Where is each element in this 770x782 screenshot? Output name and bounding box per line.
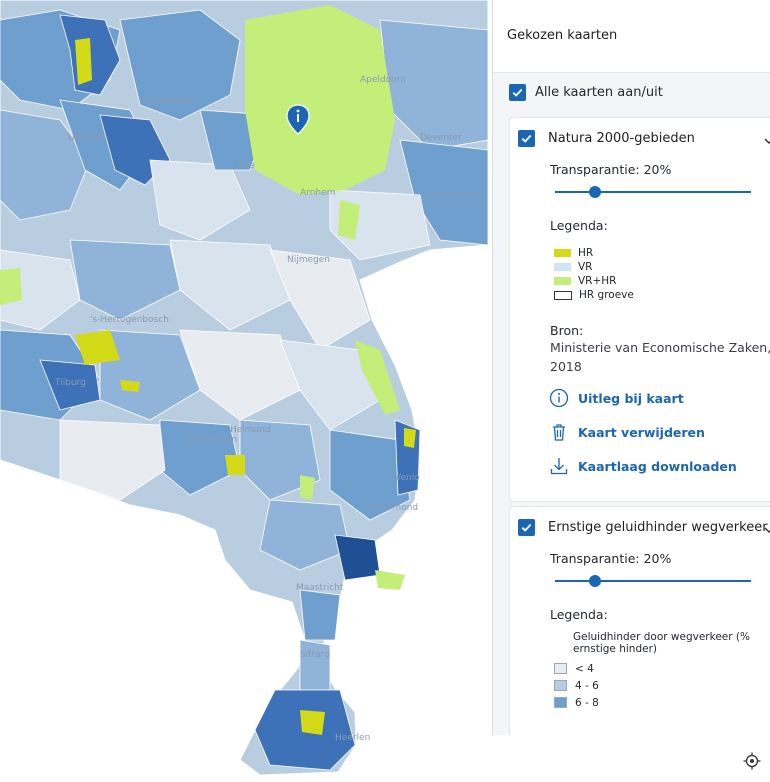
trash-icon — [553, 424, 565, 441]
legend-item: HR — [554, 246, 634, 260]
legend-heading: Legenda: — [550, 607, 608, 622]
checkbox-checked-icon[interactable] — [518, 519, 535, 536]
slider-handle[interactable] — [589, 186, 601, 198]
layer-title: Ernstige geluidhinder wegverkeer — [548, 520, 768, 535]
svg-text:Deventer: Deventer — [420, 133, 462, 143]
legend-item: VR — [554, 260, 634, 274]
legend-item: VR+HR — [554, 274, 634, 288]
svg-text:Tilburg: Tilburg — [54, 378, 86, 388]
layer-header[interactable]: Natura 2000-gebieden — [518, 130, 695, 147]
legend-swatch — [554, 697, 567, 708]
chosen-maps-panel: Gekozen kaarten Alle kaarten aan/uit Nat… — [492, 0, 770, 735]
svg-text:Heerlen: Heerlen — [335, 733, 370, 743]
legend-swatch — [554, 263, 571, 271]
layer-header[interactable]: Ernstige geluidhinder wegverkeer — [518, 519, 768, 536]
svg-text:Amersfoort: Amersfoort — [146, 96, 197, 106]
layer-title: Natura 2000-gebieden — [548, 131, 695, 146]
download-icon — [550, 458, 568, 475]
legend-swatch — [554, 663, 567, 674]
crosshair-icon — [743, 752, 761, 770]
legend-item: 6 - 8 — [554, 694, 599, 711]
legend-swatch — [554, 249, 571, 257]
legend-swatch — [554, 680, 567, 691]
legend-item: < 4 — [554, 660, 599, 677]
svg-text:Arnhem: Arnhem — [300, 188, 335, 198]
locate-me-button[interactable] — [736, 745, 768, 777]
chevron-down-icon[interactable] — [764, 136, 770, 146]
svg-text:Doetinchem: Doetinchem — [425, 191, 480, 201]
source-heading: Bron: — [550, 323, 584, 338]
svg-text:Venlo: Venlo — [395, 473, 420, 483]
explain-map-link[interactable]: Uitleg bij kaart — [549, 388, 684, 408]
download-layer-button[interactable]: Kaartlaag downloaden — [549, 456, 737, 476]
svg-text:Apeldoorn: Apeldoorn — [360, 75, 406, 85]
legend-list: HR VR VR+HR HR groeve — [554, 246, 634, 302]
transparency-label: Transparantie: 20% — [550, 162, 672, 177]
svg-text:Maastricht: Maastricht — [296, 583, 344, 593]
map-place-labels: Amersfoort Utrecht Apeldoorn Deventer Ed… — [54, 75, 480, 743]
panel-header: Gekozen kaarten — [493, 0, 770, 73]
natura-areas — [0, 5, 416, 735]
legend-heading: Legenda: — [550, 218, 608, 233]
legend-swatch — [554, 277, 571, 285]
info-marker-icon[interactable] — [286, 104, 310, 135]
legend-item: 4 - 6 — [554, 677, 599, 694]
transparency-slider[interactable] — [555, 186, 751, 198]
svg-text:Ede: Ede — [238, 161, 255, 171]
checkbox-checked-icon[interactable] — [518, 130, 535, 147]
remove-map-button[interactable]: Kaart verwijderen — [549, 422, 705, 442]
panel-title: Gekozen kaarten — [507, 28, 618, 43]
all-maps-toggle[interactable]: Alle kaarten aan/uit — [509, 84, 663, 101]
legend-swatch — [554, 290, 572, 300]
svg-text:'s-Hertogenbosch: 's-Hertogenbosch — [90, 315, 169, 325]
legend-title: Geluidhinder door wegverkeer (% ernstige… — [573, 631, 750, 655]
svg-text:Roermond: Roermond — [372, 503, 418, 513]
chevron-down-icon[interactable] — [764, 525, 770, 535]
transparency-slider[interactable] — [555, 575, 751, 587]
source-text: Ministerie van Economische Zaken, 2018 — [550, 340, 770, 374]
legend-list: < 4 4 - 6 6 - 8 — [554, 660, 599, 711]
layer-card-natura: Natura 2000-gebieden Transparantie: 20% … — [509, 117, 770, 502]
svg-text:Utrecht: Utrecht — [68, 133, 102, 143]
svg-text:Nijmegen: Nijmegen — [287, 255, 330, 265]
svg-text:Sittard: Sittard — [300, 650, 330, 660]
svg-text:Eindhoven: Eindhoven — [190, 435, 237, 445]
svg-text:Helmond: Helmond — [230, 425, 271, 435]
slider-handle[interactable] — [589, 575, 601, 587]
all-maps-toggle-label: Alle kaarten aan/uit — [535, 85, 663, 100]
map-regions — [0, 9, 489, 771]
transparency-label: Transparantie: 20% — [550, 551, 672, 566]
layer-card-noise: Ernstige geluidhinder wegverkeer Transpa… — [509, 506, 770, 735]
info-circle-icon — [549, 388, 569, 408]
legend-item: HR groeve — [554, 288, 634, 302]
checkbox-checked-icon[interactable] — [509, 84, 526, 101]
